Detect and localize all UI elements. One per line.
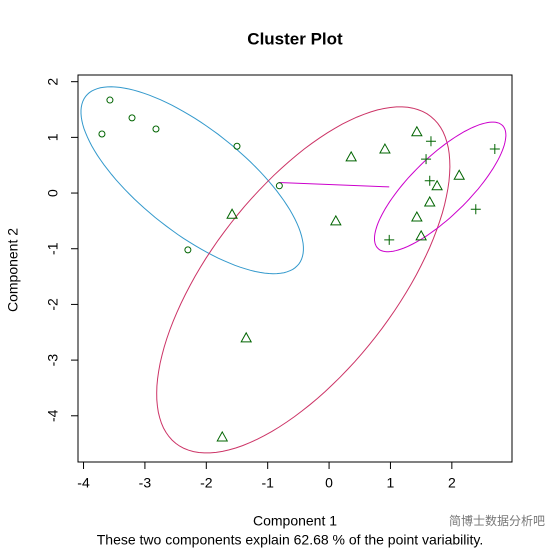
point-circle: [275, 182, 283, 190]
point-triangle: [329, 214, 342, 226]
x-tick-label: -1: [261, 475, 274, 491]
x-tick-label: -4: [77, 475, 90, 491]
point-triangle: [240, 331, 253, 343]
y-tick-label: -2: [45, 298, 61, 311]
point-plus: [384, 234, 395, 245]
x-tick-label: -2: [200, 475, 213, 491]
point-plus: [421, 154, 432, 165]
point-circle: [128, 114, 136, 122]
point-plus: [470, 204, 481, 215]
x-tick-label: 0: [325, 475, 333, 491]
cluster-distance-line: [278, 181, 390, 188]
point-plus: [489, 144, 500, 155]
point-plus: [425, 136, 436, 147]
point-circle: [106, 96, 114, 104]
point-triangle: [216, 430, 229, 442]
point-triangle: [379, 143, 391, 154]
point-plus: [424, 175, 435, 186]
y-axis-label: Component 2: [5, 228, 21, 312]
point-circle: [184, 246, 192, 254]
y-tick-label: -3: [45, 354, 61, 367]
x-tick-label: -3: [139, 475, 152, 491]
y-tick-label: -4: [45, 409, 61, 422]
point-triangle: [226, 208, 238, 219]
point-triangle: [423, 195, 436, 207]
x-axis-label: Component 1: [253, 513, 337, 529]
y-tick-label: -1: [45, 242, 61, 255]
cluster-ellipse: [374, 121, 507, 253]
cluster-ellipse: [156, 106, 451, 454]
plot-frame: [77, 74, 513, 463]
point-triangle: [453, 169, 466, 180]
point-triangle: [431, 179, 443, 191]
y-tick-label: 1: [45, 133, 61, 141]
point-circle: [233, 142, 241, 150]
x-tick-label: 1: [387, 475, 395, 491]
point-triangle: [415, 229, 427, 241]
cluster-ellipse: [80, 86, 304, 275]
point-circle: [152, 125, 160, 133]
x-tick-label: 2: [448, 475, 456, 491]
watermark: 简博士数据分析吧: [449, 513, 545, 528]
point-circle: [98, 130, 106, 138]
y-tick-label: 2: [45, 78, 61, 86]
point-triangle: [345, 150, 358, 162]
chart-title: Cluster Plot: [247, 29, 343, 48]
point-triangle: [411, 125, 423, 137]
y-tick-label: 0: [45, 189, 61, 197]
point-triangle: [411, 210, 423, 222]
footnote: These two components explain 62.68 % of …: [97, 532, 484, 548]
